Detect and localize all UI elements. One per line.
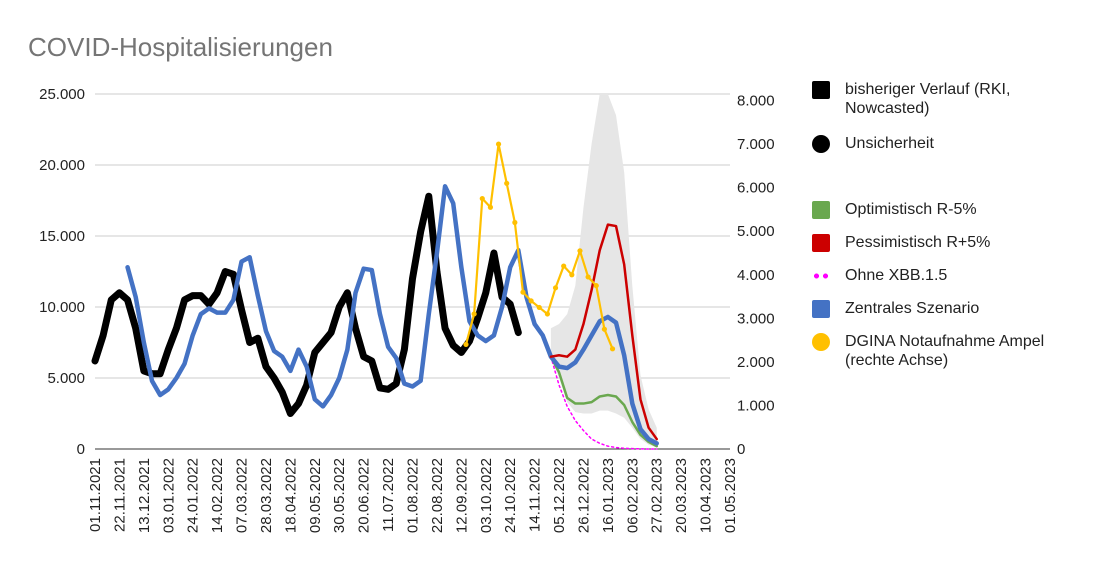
x-tick-label: 27.02.2023 — [649, 458, 666, 533]
dgina-point — [471, 311, 477, 317]
dgina-point — [601, 326, 607, 332]
dgina-point — [585, 274, 591, 280]
legend-item-optimistic: Optimistisch R-5% — [812, 200, 1085, 219]
x-tick-label: 22.08.2022 — [429, 458, 446, 533]
legend-swatch-blue — [812, 300, 830, 318]
legend-label: Zentrales Szenario — [845, 300, 980, 317]
legend-swatch-dots — [812, 273, 830, 279]
series-history-line — [91, 192, 522, 417]
dgina-point — [593, 283, 599, 289]
x-tick-label: 30.05.2022 — [331, 458, 348, 533]
dgina-point — [504, 180, 510, 186]
dgina-point — [536, 304, 542, 311]
legend-swatch-green — [812, 201, 830, 219]
dgina-point — [609, 346, 616, 352]
right-axis: 0 1.000 2.000 3.000 4.000 5.000 6.000 7.000 8.00… — [737, 93, 775, 458]
legend-item-pessimistic: Pessimistisch R+5% — [812, 233, 1085, 252]
legend-label: Unsicherheit — [845, 135, 934, 152]
x-tick-label: 10.04.2023 — [698, 458, 715, 533]
x-tick-label: 24.10.2022 — [502, 458, 519, 533]
x-tick-label: 14.11.2022 — [527, 458, 544, 532]
legend-item-history: bisheriger Verlauf (RKI, Nowcasted) — [812, 80, 1085, 118]
legend-item-dgina: DGINA Notaufnahme Ampel (rechte Achse) — [812, 332, 1085, 370]
dgina-point — [512, 219, 518, 226]
legend-item-central: Zentrales Szenario — [812, 299, 1085, 318]
x-tick-label: 24.01.2022 — [185, 458, 202, 533]
dgina-point — [528, 298, 534, 304]
legend-label: Pessimistisch R+5% — [845, 234, 991, 251]
right-tick-label: 5.000 — [737, 223, 775, 240]
series-pessimistic-line — [549, 223, 658, 441]
x-tick-label: 28.03.2022 — [258, 458, 275, 533]
series-no-xbb-line — [550, 355, 658, 450]
legend-swatch-circle — [812, 135, 830, 153]
x-tick-label: 14.02.2022 — [209, 458, 226, 533]
series-central-line — [125, 184, 659, 446]
legend-swatch-orange — [812, 333, 830, 351]
series-layer — [91, 141, 659, 450]
left-tick-label: 0 — [77, 441, 85, 458]
chart-title: COVID-Hospitalisierungen — [28, 32, 333, 62]
x-tick-label: 03.10.2022 — [478, 458, 495, 533]
x-axis: 01.11.2021 22.11.2021 13.12.2021 03.01.2022… — [87, 458, 739, 533]
legend-item-uncertainty: Unsicherheit — [812, 134, 1085, 153]
dgina-point — [561, 263, 567, 269]
x-tick-label: 01.08.2022 — [405, 458, 422, 533]
right-tick-label: 4.000 — [737, 267, 775, 284]
right-tick-label: 2.000 — [737, 354, 775, 371]
dgina-point — [520, 289, 526, 295]
left-axis: 0 5.000 10.000 15.000 20.000 25.000 — [39, 86, 85, 458]
right-tick-label: 0 — [737, 441, 745, 458]
x-tick-label: 09.05.2022 — [307, 458, 324, 533]
dgina-point — [552, 285, 559, 291]
right-tick-label: 6.000 — [737, 180, 775, 197]
legend-label: DGINA Notaufnahme Ampel (rechte Achse) — [845, 333, 1045, 369]
x-tick-label: 03.01.2022 — [160, 458, 177, 533]
legend-swatch-black — [812, 81, 830, 99]
dgina-point — [479, 195, 485, 202]
right-tick-label: 8.000 — [737, 93, 775, 110]
x-tick-label: 13.12.2021 — [136, 458, 153, 533]
dgina-point — [487, 204, 494, 210]
x-tick-label: 05.12.2022 — [551, 458, 568, 533]
x-tick-label: 22.11.2021 — [111, 458, 128, 532]
x-tick-label: 18.04.2022 — [282, 458, 299, 533]
x-tick-label: 20.03.2023 — [673, 458, 690, 533]
left-tick-label: 15.000 — [39, 228, 85, 245]
legend-label: Ohne XBB.1.5 — [845, 267, 948, 284]
x-tick-label: 26.12.2022 — [575, 458, 592, 533]
legend-item-no-xbb: Ohne XBB.1.5 — [812, 266, 1085, 285]
x-tick-label: 20.06.2022 — [356, 458, 373, 533]
left-tick-label: 10.000 — [39, 299, 85, 316]
dgina-point — [544, 311, 551, 317]
dgina-point — [463, 341, 469, 348]
dgina-point — [569, 272, 575, 278]
x-tick-label: 12.09.2022 — [453, 458, 470, 533]
right-tick-label: 7.000 — [737, 136, 775, 153]
x-tick-label: 06.02.2023 — [624, 458, 641, 533]
right-tick-label: 3.000 — [737, 310, 775, 327]
right-tick-label: 1.000 — [737, 397, 775, 414]
x-tick-label: 07.03.2022 — [234, 458, 251, 533]
left-tick-label: 5.000 — [47, 370, 85, 387]
legend-label: Optimistisch R-5% — [845, 201, 977, 218]
x-tick-label: 11.07.2022 — [380, 458, 397, 532]
x-tick-label: 16.01.2023 — [600, 458, 617, 533]
legend-label: bisheriger Verlauf (RKI, Nowcasted) — [845, 81, 1011, 117]
left-tick-label: 20.000 — [39, 157, 85, 174]
legend-swatch-red — [812, 234, 830, 252]
dgina-point — [577, 248, 583, 254]
series-optimistic-line — [549, 355, 658, 448]
dgina-point — [495, 141, 502, 147]
x-tick-label: 01.11.2021 — [87, 458, 104, 532]
left-tick-label: 25.000 — [39, 86, 85, 103]
x-tick-label: 01.05.2023 — [722, 458, 739, 533]
